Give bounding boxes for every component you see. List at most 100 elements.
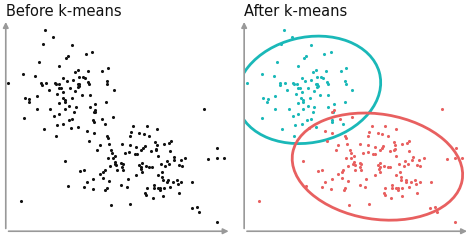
- Point: [302, 184, 310, 188]
- Point: [291, 82, 298, 86]
- Point: [374, 131, 382, 135]
- Point: [118, 165, 126, 169]
- Point: [328, 120, 336, 124]
- Point: [90, 120, 98, 124]
- Point: [111, 160, 119, 164]
- Point: [416, 164, 424, 168]
- Point: [293, 82, 301, 86]
- Point: [377, 170, 384, 174]
- Point: [55, 82, 63, 86]
- Point: [123, 185, 131, 189]
- Point: [314, 84, 321, 87]
- Point: [74, 68, 82, 72]
- Point: [356, 165, 364, 169]
- Point: [177, 158, 184, 162]
- Point: [159, 178, 167, 182]
- Point: [213, 220, 220, 224]
- Point: [86, 93, 93, 96]
- Point: [346, 148, 354, 152]
- Point: [154, 127, 161, 130]
- Point: [392, 127, 400, 130]
- Point: [404, 162, 411, 165]
- Point: [443, 157, 450, 160]
- Point: [278, 42, 285, 46]
- Point: [294, 64, 301, 68]
- Point: [175, 163, 182, 167]
- Point: [100, 170, 107, 174]
- Point: [337, 69, 345, 73]
- Point: [369, 152, 377, 155]
- Point: [81, 77, 89, 80]
- Point: [103, 134, 110, 138]
- Point: [300, 98, 307, 102]
- Point: [43, 81, 50, 85]
- Point: [21, 96, 29, 100]
- Point: [113, 169, 121, 172]
- Point: [324, 105, 332, 109]
- Point: [39, 42, 47, 46]
- Point: [136, 131, 143, 135]
- Point: [49, 35, 57, 39]
- Point: [126, 134, 134, 137]
- Point: [126, 150, 133, 154]
- Point: [126, 143, 134, 147]
- Point: [59, 122, 67, 126]
- Point: [119, 162, 127, 166]
- Point: [74, 86, 82, 89]
- Point: [64, 54, 71, 58]
- Point: [413, 163, 421, 167]
- Point: [71, 110, 78, 114]
- Point: [321, 180, 329, 184]
- Point: [17, 199, 24, 203]
- Point: [368, 124, 376, 128]
- Point: [133, 173, 140, 177]
- Point: [407, 180, 415, 184]
- Point: [62, 56, 70, 60]
- Point: [143, 124, 151, 128]
- Point: [379, 144, 387, 148]
- Point: [309, 110, 317, 114]
- Point: [157, 162, 164, 165]
- Point: [292, 92, 300, 96]
- Point: [270, 74, 277, 77]
- Point: [292, 123, 299, 127]
- Point: [188, 207, 195, 210]
- Point: [372, 152, 379, 155]
- Point: [160, 142, 168, 146]
- Point: [279, 127, 286, 131]
- Point: [112, 163, 120, 167]
- Point: [69, 78, 77, 82]
- Point: [72, 105, 80, 109]
- Point: [46, 107, 54, 111]
- Point: [121, 151, 129, 155]
- Point: [341, 100, 348, 104]
- Point: [389, 183, 396, 187]
- Point: [35, 60, 43, 64]
- Point: [101, 169, 109, 172]
- Point: [391, 148, 398, 152]
- Point: [339, 169, 347, 172]
- Point: [57, 86, 65, 90]
- Point: [258, 72, 265, 76]
- Point: [143, 186, 151, 190]
- Point: [378, 132, 386, 136]
- Point: [52, 134, 60, 138]
- Point: [148, 165, 156, 169]
- Point: [50, 114, 58, 118]
- Point: [390, 140, 397, 144]
- Point: [106, 164, 114, 168]
- Point: [86, 82, 93, 86]
- Point: [104, 136, 111, 140]
- Point: [291, 134, 298, 138]
- Point: [349, 162, 357, 166]
- Point: [170, 158, 178, 162]
- Point: [336, 117, 344, 120]
- Point: [93, 148, 101, 152]
- Point: [342, 66, 350, 70]
- Point: [154, 186, 162, 190]
- Point: [397, 178, 405, 182]
- Text: After k-means: After k-means: [244, 4, 347, 19]
- Point: [413, 191, 421, 195]
- Point: [84, 69, 91, 73]
- Point: [458, 157, 466, 160]
